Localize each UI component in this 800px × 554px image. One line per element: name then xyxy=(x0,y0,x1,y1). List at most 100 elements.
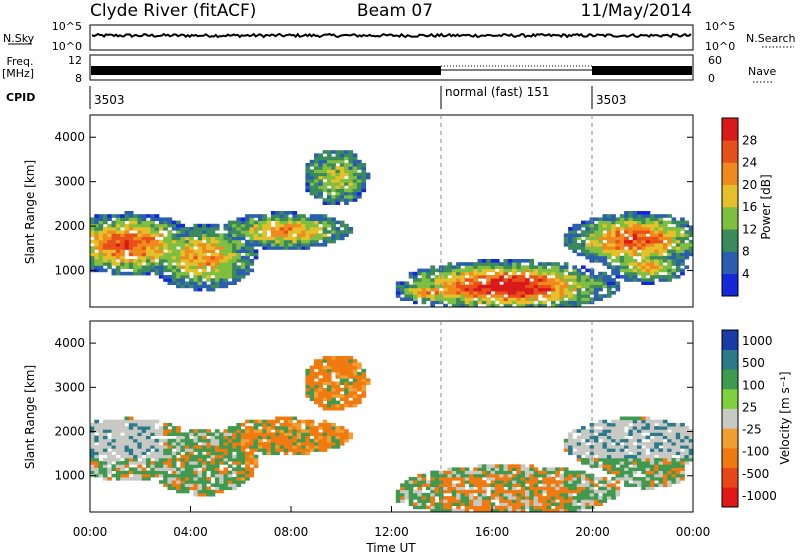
heatmap-cell xyxy=(309,188,315,193)
heatmap-cell xyxy=(335,432,341,436)
heatmap-cell xyxy=(602,489,608,494)
heatmap-cell xyxy=(348,365,354,370)
heatmap-cell xyxy=(326,359,332,363)
heatmap-cell xyxy=(662,265,668,269)
heatmap-cell xyxy=(675,268,681,273)
heatmap-cell xyxy=(301,432,306,436)
heatmap-cell xyxy=(421,281,427,285)
heatmap-cell xyxy=(305,243,311,247)
heatmap-cell xyxy=(253,445,259,449)
heatmap-cell xyxy=(606,284,612,289)
heatmap-cell xyxy=(90,249,95,253)
colorbar-swatch xyxy=(722,389,738,409)
heatmap-cell xyxy=(688,246,694,250)
heatmap-cell xyxy=(184,233,190,237)
heatmap-cell xyxy=(473,496,478,500)
heatmap-cell xyxy=(568,239,573,244)
heatmap-cell xyxy=(305,419,311,424)
heatmap-cell xyxy=(115,271,121,276)
heatmap-cell xyxy=(581,284,586,289)
heatmap-cell xyxy=(507,265,513,269)
heatmap-cell xyxy=(206,243,211,247)
heatmap-cell xyxy=(98,217,104,221)
heatmap-cell xyxy=(301,214,306,218)
heatmap-cell xyxy=(473,262,478,266)
heatmap-cell xyxy=(94,461,99,465)
heatmap-cell xyxy=(576,294,582,298)
heatmap-cell xyxy=(684,435,690,440)
heatmap-cell xyxy=(434,294,440,298)
colorbar-swatch xyxy=(722,162,738,186)
heatmap-cell xyxy=(481,284,487,289)
heatmap-cell xyxy=(615,252,621,257)
heatmap-cell xyxy=(499,470,504,475)
heatmap-cell xyxy=(641,448,646,452)
heatmap-cell xyxy=(167,461,173,465)
heatmap-cell xyxy=(120,230,125,234)
heatmap-cell xyxy=(124,265,130,269)
heatmap-cell xyxy=(469,483,474,487)
heatmap-cell xyxy=(516,477,522,481)
heatmap-cell xyxy=(662,435,668,440)
heatmap-cell xyxy=(598,477,603,481)
heatmap-cell xyxy=(326,426,332,430)
heatmap-cell xyxy=(581,489,586,494)
heatmap-cell xyxy=(499,300,504,305)
heatmap-cell xyxy=(451,470,457,475)
heatmap-cell xyxy=(137,454,143,459)
heatmap-cell xyxy=(309,368,315,373)
heatmap-cell xyxy=(314,230,319,234)
heatmap-cell xyxy=(632,217,638,221)
heatmap-cell xyxy=(124,233,130,237)
heatmap-cell xyxy=(301,223,306,228)
heatmap-cell xyxy=(550,496,556,500)
heatmap-cell xyxy=(559,278,565,282)
heatmap-cell xyxy=(460,284,466,289)
heatmap-cell xyxy=(348,375,354,379)
heatmap-cell xyxy=(447,505,453,510)
heatmap-cell xyxy=(253,457,259,462)
heatmap-cell xyxy=(133,438,138,443)
heatmap-cell xyxy=(253,448,259,452)
heatmap-cell xyxy=(232,483,237,487)
heatmap-cell xyxy=(163,236,168,241)
heatmap-cell xyxy=(210,249,216,253)
heatmap-cell xyxy=(572,486,578,491)
heatmap-cell xyxy=(232,470,237,475)
heatmap-cell xyxy=(184,483,190,487)
heatmap-cell xyxy=(98,236,104,241)
heatmap-cell xyxy=(128,457,134,462)
heatmap-cell xyxy=(210,454,216,459)
heatmap-cell xyxy=(671,429,677,433)
heatmap-cell xyxy=(628,426,634,430)
heatmap-cell xyxy=(516,275,522,279)
heatmap-cell xyxy=(348,163,354,167)
heatmap-cell xyxy=(348,169,354,173)
heatmap-cell xyxy=(339,432,345,436)
heatmap-cell xyxy=(331,220,336,225)
heatmap-cell xyxy=(688,457,694,462)
heatmap-cell xyxy=(223,480,229,484)
heatmap-cell xyxy=(464,502,470,506)
heatmap-cell xyxy=(593,287,599,292)
heatmap-cell xyxy=(305,381,311,386)
heatmap-cell xyxy=(146,243,151,247)
heatmap-cell xyxy=(146,259,151,263)
heatmap-cell xyxy=(533,303,539,308)
heatmap-cell xyxy=(90,461,95,465)
heatmap-cell xyxy=(115,214,121,218)
heatmap-cell xyxy=(115,252,121,257)
heatmap-cell xyxy=(486,259,491,263)
heatmap-cell xyxy=(598,432,603,436)
heatmap-cell xyxy=(417,294,422,298)
heatmap-cell xyxy=(680,432,685,436)
heatmap-cell xyxy=(262,230,267,234)
heatmap-cell xyxy=(258,442,263,446)
heatmap-cell xyxy=(680,223,685,228)
heatmap-cell xyxy=(189,457,194,462)
heatmap-cell xyxy=(477,284,483,289)
heatmap-cell xyxy=(447,262,453,266)
heatmap-cell xyxy=(150,223,155,228)
heatmap-cell xyxy=(546,486,552,491)
heatmap-cell xyxy=(563,483,569,487)
